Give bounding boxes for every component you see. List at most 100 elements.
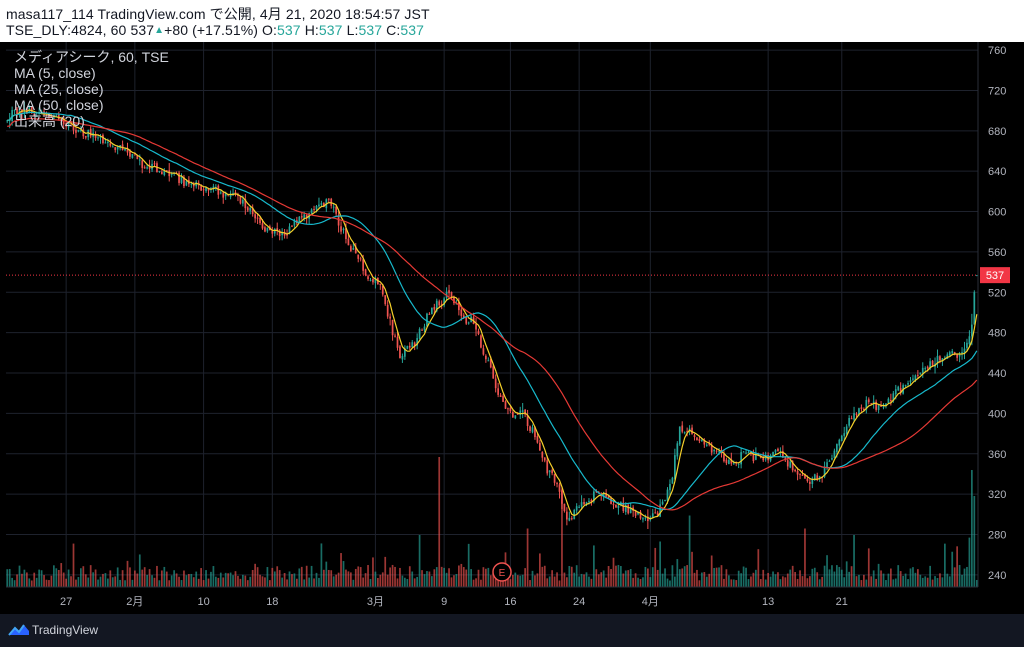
volume-bar (531, 570, 534, 587)
earnings-marker[interactable]: E (492, 562, 512, 582)
volume-bar (421, 570, 423, 587)
candle-body (698, 439, 701, 442)
volume-bar (369, 578, 372, 587)
candle-body (664, 500, 666, 502)
candle-body (80, 129, 82, 131)
volume-bar (320, 543, 323, 587)
volume-bar (534, 575, 536, 587)
volume-bar (963, 568, 966, 587)
volume-bar (566, 577, 568, 587)
candle-body (50, 115, 53, 118)
volume-bar (492, 573, 495, 587)
volume-bar (575, 565, 578, 587)
volume-bar (610, 569, 612, 587)
volume-bar (688, 515, 691, 587)
tradingview-brand[interactable]: TradingView (32, 623, 99, 637)
candle-body (259, 217, 261, 224)
volume-bar (372, 557, 374, 587)
candle-body (438, 301, 441, 306)
volume-bar (516, 575, 519, 587)
volume-bar (327, 569, 330, 587)
time-tick-label: 10 (197, 596, 209, 608)
volume-bar (656, 569, 659, 587)
volume-bar (13, 580, 16, 587)
price-tick-label: 600 (988, 207, 1006, 219)
volume-bar (288, 571, 291, 587)
candle-body (629, 508, 632, 513)
volume-bar (264, 577, 266, 587)
volume-bar (708, 573, 711, 587)
volume-bar (298, 568, 301, 587)
price-chart[interactable]: 537 240 280 320 360 400 440 480 520 560 600 640 680… (0, 42, 1024, 614)
time-axis[interactable]: 27 2月 10 18 3月 9 16 24 4月 13 21 (6, 586, 978, 608)
volume-bar (639, 579, 642, 587)
volume-bar (855, 576, 858, 587)
volume-bar (443, 567, 445, 587)
candle-body (860, 407, 863, 409)
candle-body (543, 457, 546, 461)
price-axis[interactable]: 240 280 320 360 400 440 480 520 560 600 640 680 720 7… (977, 42, 1006, 587)
candle-body (202, 189, 205, 191)
candle-body (222, 192, 225, 198)
candle-body (936, 355, 939, 364)
volume-bar (796, 578, 799, 587)
candle-body (853, 413, 855, 420)
volume-bar (450, 577, 453, 587)
volume-bar (428, 571, 431, 587)
candle-body (379, 283, 382, 286)
volume-bar (956, 546, 958, 587)
volume-bar (467, 543, 470, 587)
volume-bar (99, 576, 102, 587)
candle-body (661, 501, 664, 505)
candle-body (539, 442, 541, 451)
volume-bar (399, 567, 401, 587)
candle-body (384, 295, 387, 305)
candle-body (750, 453, 752, 455)
volume-bar (26, 572, 28, 587)
volume-bar (229, 572, 232, 587)
candle-body (772, 451, 774, 457)
volume-bar (701, 572, 703, 587)
volume-bar (332, 576, 335, 587)
volume-bar (291, 574, 293, 587)
candle-body (416, 338, 418, 346)
volume-bar (512, 574, 514, 587)
tradingview-logo-icon[interactable] (8, 622, 30, 638)
candle-body (97, 137, 99, 139)
candle-body (536, 436, 539, 443)
chart-area[interactable]: 537 240 280 320 360 400 440 480 520 560 600 640 680… (0, 42, 1024, 614)
volume-bar (740, 573, 742, 587)
volume-bar (747, 579, 750, 587)
volume-bar (926, 577, 929, 587)
volume-bar (838, 566, 841, 587)
volume-bar (678, 569, 681, 587)
legend-ma25[interactable]: MA (25, close) (14, 81, 103, 97)
candle-body (354, 246, 357, 254)
candle-body (264, 227, 266, 232)
volume-bar (460, 563, 463, 587)
candle-body (924, 368, 927, 370)
candle-body (448, 290, 450, 294)
candle-body (352, 248, 355, 250)
volume-bar (816, 572, 819, 587)
candle-body (553, 473, 556, 483)
candle-body (799, 473, 801, 475)
volume-bar (313, 578, 315, 587)
volume-bar (607, 566, 610, 587)
volume-bar (676, 559, 679, 587)
legend-volume[interactable]: 出来高 (20) (14, 113, 85, 129)
candle-body (271, 230, 274, 234)
candle-body (418, 328, 421, 339)
candle-body (703, 439, 706, 445)
moving-averages (7, 109, 978, 520)
legend-ma50[interactable]: MA (50, close) (14, 97, 103, 113)
candle-body (806, 478, 809, 482)
volume-bar (944, 543, 946, 587)
legend-ma5[interactable]: MA (5, close) (14, 65, 96, 81)
candle-body (158, 171, 161, 173)
candle-body (337, 215, 340, 226)
candle-body (82, 129, 85, 137)
candle-body (759, 456, 762, 458)
volume-bar (57, 569, 60, 587)
volume-bar (445, 572, 448, 587)
